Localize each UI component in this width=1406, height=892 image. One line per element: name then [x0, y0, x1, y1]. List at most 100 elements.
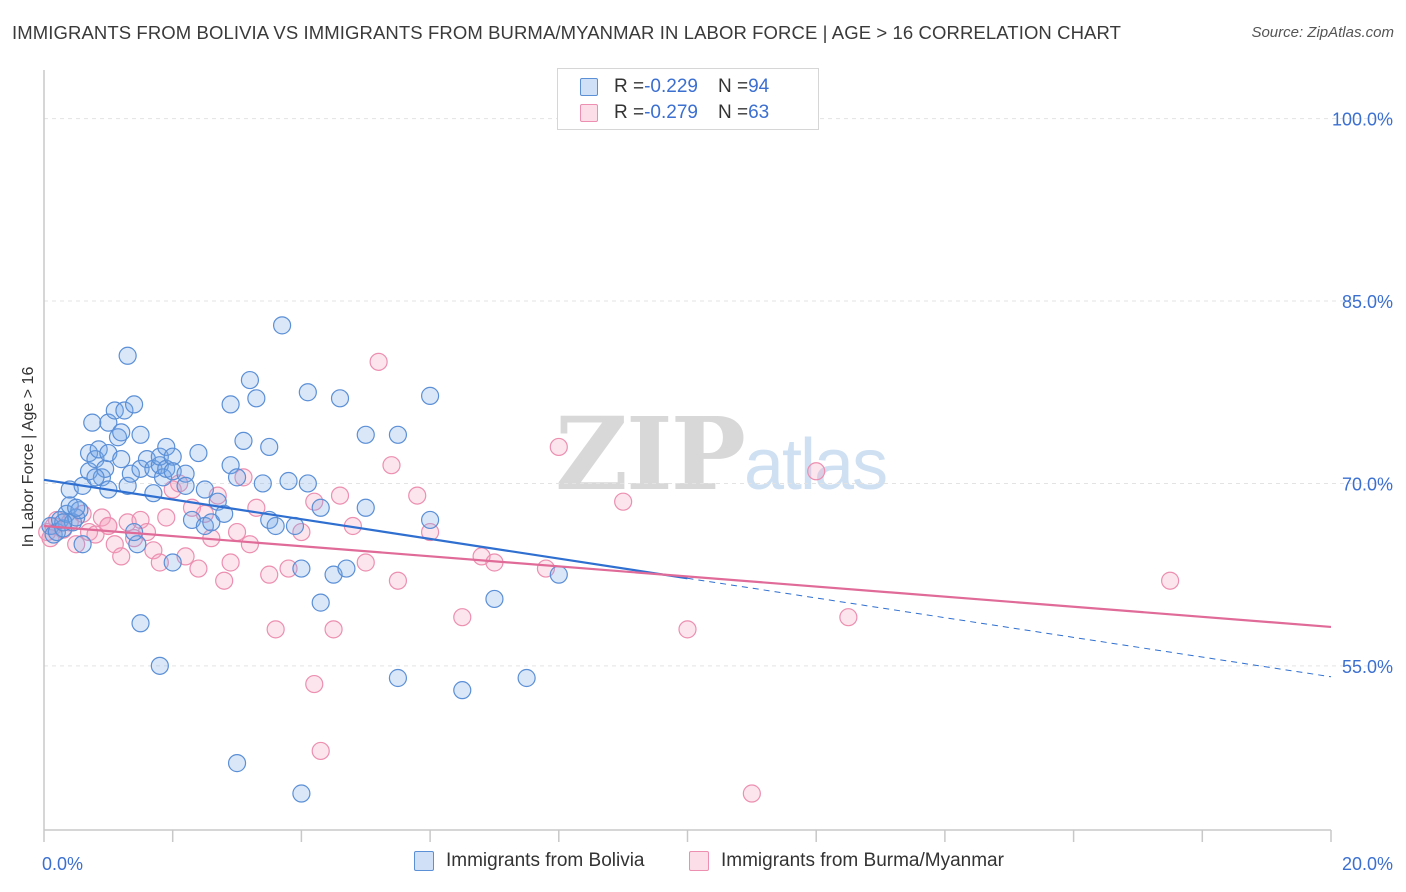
burma-point [330, 486, 350, 505]
bolivia-point [311, 593, 330, 612]
burma-point [189, 559, 208, 578]
bolivia-point [124, 395, 144, 414]
correlation-legend: R = -0.229 N = 94 R = -0.279 N = 63 [557, 68, 819, 130]
legend-bolivia-swatch [414, 851, 434, 871]
legend-row-bolivia: R = -0.229 N = 94 [580, 75, 769, 99]
bolivia-point [221, 395, 240, 414]
bolivia-point [83, 413, 102, 432]
bolivia-point [121, 464, 140, 483]
y-tick-label: 55.0% [1342, 657, 1393, 677]
burma-r-label: R = [614, 102, 645, 123]
legend-item-burma[interactable]: Immigrants from Burma/Myanmar [689, 850, 1004, 872]
bolivia-point [517, 668, 536, 688]
bolivia-point [112, 423, 131, 442]
burma-point [112, 547, 131, 566]
bolivia-r-label: R = [614, 76, 645, 97]
bolivia-point [86, 468, 105, 487]
bolivia-point [485, 589, 504, 609]
burma-point [549, 437, 568, 457]
bolivia-n-value: 94 [748, 76, 770, 97]
burma-point [356, 553, 375, 572]
bolivia-point [227, 468, 247, 487]
burma-r-value: -0.279 [644, 102, 698, 123]
legend-burma-label: Immigrants from Burma/Myanmar [721, 850, 1004, 871]
burma-point [1161, 571, 1180, 590]
burma-point [382, 456, 401, 475]
chart-title: IMMIGRANTS FROM BOLIVIA VS IMMIGRANTS FR… [12, 22, 1122, 43]
bolivia-point [195, 480, 214, 499]
burma-point [369, 352, 388, 371]
bolivia-point [253, 474, 272, 493]
burma-point [67, 535, 86, 554]
bolivia-point [118, 346, 137, 365]
bolivia-point [298, 383, 317, 402]
bolivia-point [292, 784, 311, 803]
burma-point [324, 620, 343, 639]
bolivia-point [388, 425, 408, 444]
bolivia-point [337, 559, 356, 578]
bolivia-point [70, 501, 89, 520]
bolivia-swatch [580, 78, 598, 96]
burma-point [150, 553, 169, 572]
watermark-zip: ZIP [555, 395, 746, 513]
burma-swatch [580, 104, 598, 122]
burma-n-label: N = [717, 102, 749, 123]
bolivia-point [73, 535, 92, 554]
burma-point [260, 565, 279, 584]
bolivia-trend-extension [687, 577, 1332, 678]
bolivia-point [272, 316, 292, 335]
bolivia-point [157, 437, 176, 457]
burma-point [234, 468, 253, 487]
series-legend: Immigrants from Bolivia Immigrants from … [0, 850, 1406, 878]
burma-point [215, 571, 234, 590]
bolivia-point [163, 447, 182, 466]
bolivia-point [240, 370, 260, 390]
bolivia-point [189, 443, 208, 463]
bolivia-trend-line [43, 478, 688, 580]
bolivia-point [131, 614, 150, 633]
source-label: Source: ZipAtlas.com [1251, 24, 1394, 41]
watermark: ZIPatlas [555, 395, 888, 513]
bolivia-point [311, 498, 330, 517]
bolivia-point [356, 425, 375, 444]
burma-point [266, 620, 285, 639]
bolivia-n-label: N = [717, 76, 749, 97]
bolivia-point [202, 513, 221, 532]
watermark-atlas: atlas [744, 425, 888, 505]
bolivia-point [227, 754, 247, 773]
burma-point [388, 571, 408, 590]
bolivia-point [234, 431, 253, 450]
y-tick-label: 85.0% [1342, 292, 1393, 312]
bolivia-point [453, 681, 472, 700]
bolivia-point [105, 401, 124, 420]
bolivia-r-value: -0.229 [644, 76, 698, 97]
bolivia-point [67, 498, 86, 517]
bolivia-point [549, 565, 568, 584]
burma-point [614, 492, 633, 511]
bolivia-point [330, 389, 350, 408]
bolivia-point [163, 553, 182, 572]
x-tick-label: 0.0% [42, 854, 83, 874]
legend-item-bolivia[interactable]: Immigrants from Bolivia [414, 850, 645, 872]
legend-bolivia-label: Immigrants from Bolivia [446, 850, 645, 871]
y-axis-label: In Labor Force | Age > 16 [20, 366, 37, 548]
bolivia-point [292, 559, 311, 578]
bolivia-point [266, 516, 285, 536]
bolivia-point [247, 389, 266, 408]
bolivia-point [112, 450, 131, 469]
bolivia-point [144, 484, 163, 503]
burma-point [807, 462, 826, 481]
bolivia-point [260, 437, 279, 457]
burma-point [157, 508, 176, 527]
x-tick-label: 20.0% [1342, 854, 1393, 874]
bolivia-point [115, 401, 134, 420]
burma-point [240, 535, 260, 554]
bolivia-point [421, 386, 440, 405]
burma-point [408, 486, 427, 505]
burma-point [221, 553, 240, 572]
burma-point [453, 608, 472, 627]
bolivia-point [131, 425, 150, 444]
bolivia-point [215, 504, 234, 523]
bolivia-point [108, 428, 128, 447]
burma-point [279, 559, 298, 578]
